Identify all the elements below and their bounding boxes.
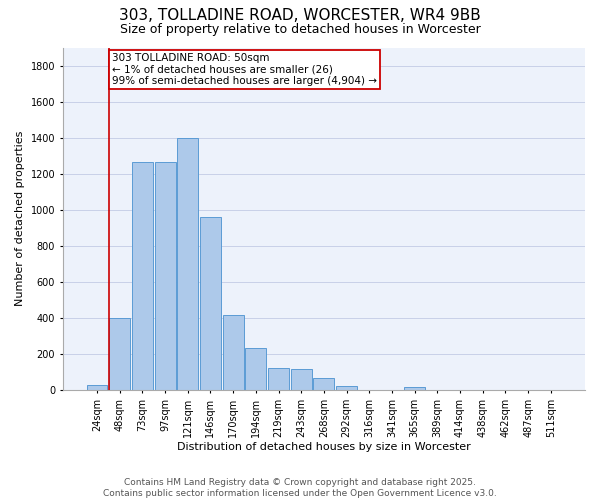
Bar	[404, 387, 425, 390]
Bar	[200, 217, 221, 390]
Bar	[178, 138, 198, 390]
Y-axis label: Number of detached properties: Number of detached properties	[15, 131, 25, 306]
Bar	[223, 315, 244, 390]
Bar	[109, 318, 130, 390]
Bar	[132, 162, 153, 390]
Bar	[86, 386, 107, 390]
Bar	[155, 162, 176, 390]
Bar	[313, 378, 334, 390]
Text: Size of property relative to detached houses in Worcester: Size of property relative to detached ho…	[119, 22, 481, 36]
Bar	[268, 368, 289, 390]
Bar	[245, 348, 266, 390]
Bar	[336, 386, 357, 390]
Bar	[291, 369, 311, 390]
Text: 303 TOLLADINE ROAD: 50sqm
← 1% of detached houses are smaller (26)
99% of semi-d: 303 TOLLADINE ROAD: 50sqm ← 1% of detach…	[112, 53, 377, 86]
X-axis label: Distribution of detached houses by size in Worcester: Distribution of detached houses by size …	[177, 442, 471, 452]
Text: 303, TOLLADINE ROAD, WORCESTER, WR4 9BB: 303, TOLLADINE ROAD, WORCESTER, WR4 9BB	[119, 8, 481, 22]
Text: Contains HM Land Registry data © Crown copyright and database right 2025.
Contai: Contains HM Land Registry data © Crown c…	[103, 478, 497, 498]
